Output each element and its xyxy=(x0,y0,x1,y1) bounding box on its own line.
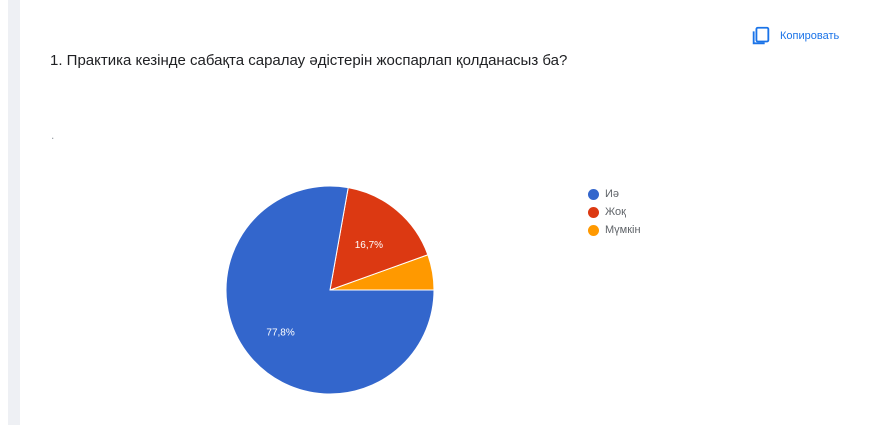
legend-dot xyxy=(588,188,599,200)
legend-item-0: Иә xyxy=(588,185,641,203)
pie-slice-0 xyxy=(225,185,435,395)
copy-button-label: Копировать xyxy=(780,30,840,42)
pie-data-label-1: 16,7% xyxy=(355,240,383,251)
pie-slice-1 xyxy=(329,187,429,291)
legend-dot xyxy=(588,224,599,236)
legend-dot xyxy=(588,206,599,218)
legend-item-1: Жоқ xyxy=(588,203,641,221)
legend-label: Жоқ xyxy=(605,206,626,218)
question-title: 1. Практика кезінде сабақта саралау әдіс… xyxy=(50,52,568,69)
copy-icon xyxy=(752,26,770,45)
legend-label: Мүмкін xyxy=(605,224,641,236)
left-border xyxy=(8,0,20,425)
pie-data-label-0: 77,8% xyxy=(266,327,294,338)
legend-item-2: Мүмкін xyxy=(588,221,641,239)
legend-label: Иә xyxy=(605,188,620,200)
copy-button[interactable]: Копировать xyxy=(750,25,839,47)
question-subtext: . xyxy=(51,128,55,142)
response-card: 1. Практика кезінде сабақта саралау әдіс… xyxy=(20,0,896,425)
chart-legend: Иә Жоқ Мүмкін xyxy=(588,185,641,239)
